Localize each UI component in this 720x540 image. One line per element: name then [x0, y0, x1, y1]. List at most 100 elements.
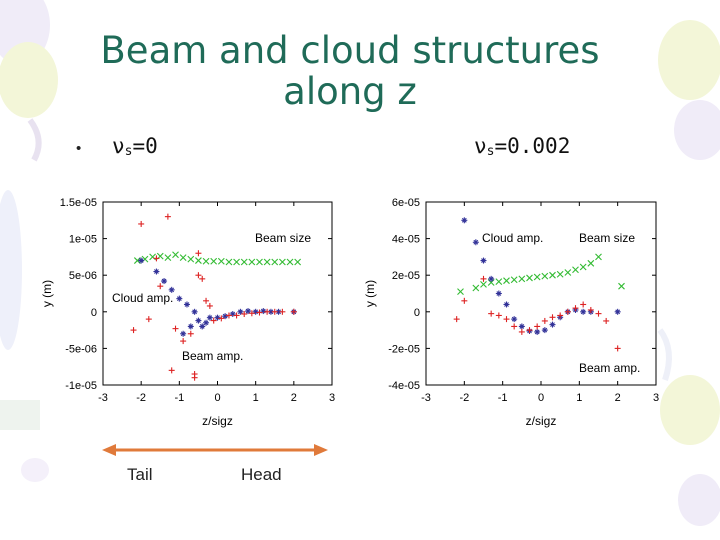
data-point	[572, 266, 579, 274]
data-point	[161, 278, 168, 285]
data-point	[187, 323, 194, 330]
data-point	[549, 314, 556, 321]
data-point	[252, 308, 259, 315]
data-point	[534, 323, 541, 330]
y-tick-label: 0	[91, 307, 97, 319]
chart-annotation: Cloud amp.	[112, 291, 173, 305]
data-point	[503, 316, 510, 323]
x-tick-label: 0	[214, 392, 220, 404]
data-point	[587, 259, 595, 267]
data-point	[168, 367, 175, 374]
data-point	[541, 327, 548, 334]
slide-title-line1: Beam and cloud structures	[100, 29, 600, 72]
tail-label: Tail	[127, 465, 153, 484]
data-point	[557, 312, 564, 319]
data-point	[488, 310, 495, 317]
y-axis-label: y (m)	[40, 280, 54, 307]
data-point	[199, 275, 206, 282]
data-point	[549, 321, 556, 328]
data-point	[202, 257, 210, 265]
data-point	[240, 258, 248, 266]
data-point	[191, 308, 198, 315]
data-point	[217, 257, 225, 265]
data-point	[526, 327, 533, 334]
data-point	[138, 257, 145, 264]
y-tick-label: 4e-05	[392, 234, 420, 246]
data-point	[279, 308, 286, 315]
chart-annotation: Beam amp.	[579, 361, 640, 375]
data-point	[206, 314, 213, 321]
x-tick-label: 3	[329, 392, 335, 404]
data-point	[130, 327, 137, 334]
x-tick-label: 2	[291, 392, 297, 404]
data-point	[587, 306, 594, 313]
data-point	[225, 312, 232, 319]
y-tick-label: 1e-05	[69, 234, 97, 246]
x-tick-label: -3	[421, 392, 431, 404]
chart-annotation: Beam size	[579, 231, 635, 245]
data-point	[138, 220, 145, 227]
data-point	[503, 301, 510, 308]
x-tick-label: -1	[174, 392, 184, 404]
data-point	[533, 273, 541, 281]
y-tick-label: -4e-05	[388, 380, 420, 392]
data-point	[264, 308, 271, 315]
data-point	[278, 258, 286, 266]
data-point	[195, 257, 202, 264]
x-axis-label: z/sigz	[526, 414, 557, 428]
data-point	[534, 328, 541, 335]
bullet: •	[76, 140, 82, 157]
data-point	[233, 258, 240, 266]
data-point	[595, 310, 602, 317]
data-point	[618, 282, 625, 290]
data-point	[603, 317, 610, 324]
data-point	[260, 308, 267, 315]
axes: -3 -2 -1 0 1 2 3 1.5e-05 1e-05 5e-06 0 -5e-06 -1e-05	[60, 197, 335, 404]
data-point	[199, 323, 206, 330]
series	[453, 275, 621, 352]
data-point	[580, 301, 587, 308]
data-point	[510, 276, 518, 284]
y-tick-label: -5e-06	[65, 343, 97, 355]
data-point	[271, 258, 279, 266]
data-point	[245, 308, 252, 315]
data-point	[157, 283, 164, 290]
chart-annotation: Beam amp.	[182, 349, 243, 363]
chart-right: -3 -2 -1 0 1 2 3 6e-05 4e-05 2e-05 0 -2e-05 -4e-05 z/…	[363, 197, 659, 428]
data-point	[256, 309, 263, 316]
data-point	[237, 308, 244, 315]
data-point	[153, 255, 160, 262]
x-tick-label: 3	[653, 392, 659, 404]
data-point	[263, 258, 271, 266]
data-point	[164, 254, 172, 262]
axes: -3 -2 -1 0 1 2 3 6e-05 4e-05 2e-05 0 -2e-05 -4e-05	[388, 197, 659, 404]
data-point	[286, 258, 294, 266]
y-tick-label: 6e-05	[392, 197, 420, 209]
data-point	[461, 297, 468, 304]
data-point	[511, 316, 518, 323]
data-point	[271, 308, 278, 315]
data-point	[172, 325, 179, 332]
data-point	[511, 323, 518, 330]
x-tick-label: 0	[538, 392, 544, 404]
series	[457, 253, 625, 296]
data-point	[579, 263, 587, 271]
y-tick-label: -2e-05	[388, 343, 420, 355]
data-point	[495, 290, 502, 297]
right-nu: ν	[474, 134, 487, 158]
head-label: Head	[241, 465, 282, 484]
data-point	[172, 251, 179, 259]
data-point	[580, 308, 587, 315]
data-point	[225, 258, 233, 266]
data-point	[480, 280, 487, 288]
data-point	[457, 288, 464, 296]
right-tune-label: νs=0.002	[474, 134, 570, 159]
data-point	[145, 316, 152, 323]
data-point	[180, 338, 187, 345]
data-point	[453, 316, 460, 323]
series	[130, 213, 297, 381]
data-point	[210, 317, 217, 324]
data-point	[290, 308, 297, 315]
data-point	[461, 217, 468, 224]
data-point	[179, 254, 187, 262]
